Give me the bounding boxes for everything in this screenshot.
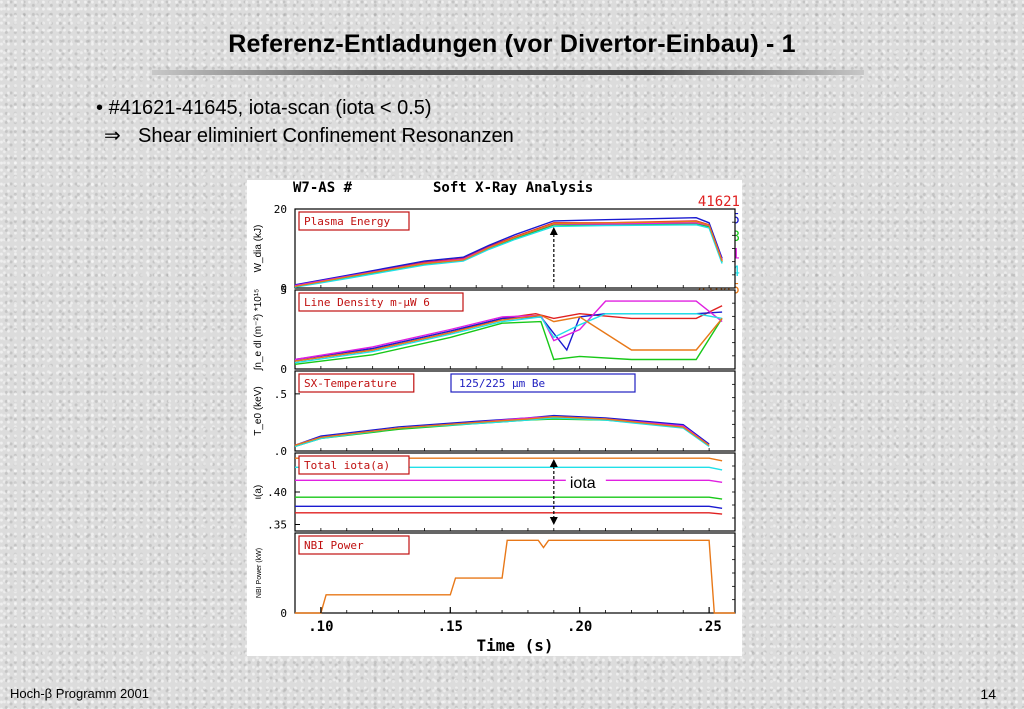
w7as-figure: W7-AS #Soft X-Ray Analysis41621416254162…: [247, 180, 742, 656]
bullet-item-2: ⇒ Shear eliminiert Confinement Resonanzen: [96, 122, 514, 150]
panel-title-box: [298, 292, 464, 312]
x-tick-label: .10: [308, 619, 333, 635]
y-axis-label: ι(a): [253, 485, 264, 499]
series-line-41628: [295, 496, 723, 500]
y-tick-label: .5: [274, 388, 287, 401]
series-line-41634: [294, 224, 723, 288]
y-tick-label: .0: [274, 445, 287, 458]
bullet-text-1: #41621-41645, iota-scan (iota < 0.5): [108, 97, 432, 119]
series-line-41625: [295, 505, 723, 509]
panel-title-box: [298, 211, 410, 231]
x-axis-label: Time (s): [476, 636, 553, 655]
iota-label: iota: [570, 475, 596, 492]
panel-title-box: [298, 373, 415, 393]
figure-svg: W7-AS #Soft X-Ray Analysis41621416254162…: [253, 180, 740, 655]
y-axis-label: T_e0 (keV): [253, 386, 264, 435]
arrow-head-up: [549, 227, 558, 235]
panel-title: Plasma Energy: [304, 215, 390, 228]
arrow-head-down: [549, 517, 558, 525]
series-line-41631: [295, 479, 723, 483]
panel-title-box: [298, 455, 410, 475]
panel-title: Line Density m-μW 6: [304, 296, 430, 309]
figure-header-left: W7-AS #: [293, 180, 353, 196]
series-line-41645: [294, 314, 723, 362]
bullet-list: • #41621-41645, iota-scan (iota < 0.5) ⇒…: [96, 94, 514, 150]
series-line-41645: [294, 220, 723, 288]
series-line-41625: [294, 216, 723, 286]
title-rule: [152, 70, 864, 75]
y-axis-label: ∫n_e dl (m⁻²) *10¹⁵: [253, 289, 264, 372]
footer-program: Hoch-β Programm 2001: [10, 686, 149, 701]
x-tick-label: .20: [567, 619, 592, 635]
figure-header-right: Soft X-Ray Analysis: [433, 180, 593, 196]
y-tick-label: .40: [267, 486, 287, 499]
y-tick-label: 20: [274, 203, 287, 216]
panel-annotation: 125/225 μm Be: [459, 377, 545, 390]
implies-icon: ⇒: [104, 125, 121, 147]
y-tick-label: 0: [280, 282, 287, 295]
y-tick-label: .35: [267, 519, 287, 532]
y-axis-label: NBI Power (kW): [256, 548, 263, 598]
bullet-dot: •: [96, 97, 104, 119]
x-tick-label: .25: [696, 619, 721, 635]
panel-title-box: [298, 535, 410, 555]
panel-title: SX-Temperature: [304, 377, 397, 390]
y-tick-label: 0: [280, 607, 287, 620]
annotation-box: [450, 373, 636, 393]
slide-title: Referenz-Entladungen (vor Divertor-Einba…: [228, 30, 796, 58]
bullet-item-1: • #41621-41645, iota-scan (iota < 0.5): [96, 94, 514, 122]
series-line-41634: [295, 466, 723, 471]
y-tick-label: 5: [280, 284, 287, 297]
series-line-41645: [295, 457, 723, 462]
panel-title: NBI Power: [304, 539, 364, 552]
series-line-41628: [294, 222, 723, 288]
legend-entry-41621: 41621: [698, 194, 740, 210]
y-axis-label: W_dia (kJ): [253, 225, 264, 273]
y-tick-label: 0: [280, 363, 287, 376]
x-tick-label: .15: [438, 619, 463, 635]
series-line-41621: [295, 512, 723, 515]
page-number: 14: [980, 686, 996, 702]
series-line-41645: [294, 415, 710, 446]
iota-label-bg: [565, 470, 606, 492]
bullet-text-2: Shear eliminiert Confinement Resonanzen: [138, 125, 514, 147]
series-line-41628: [294, 318, 723, 365]
arrow-head-up: [549, 459, 558, 467]
series-line-41634: [294, 313, 723, 364]
series-line-41645: [295, 539, 735, 614]
series-line-41634: [294, 417, 710, 448]
panel-title: Total iota(a): [304, 459, 390, 472]
